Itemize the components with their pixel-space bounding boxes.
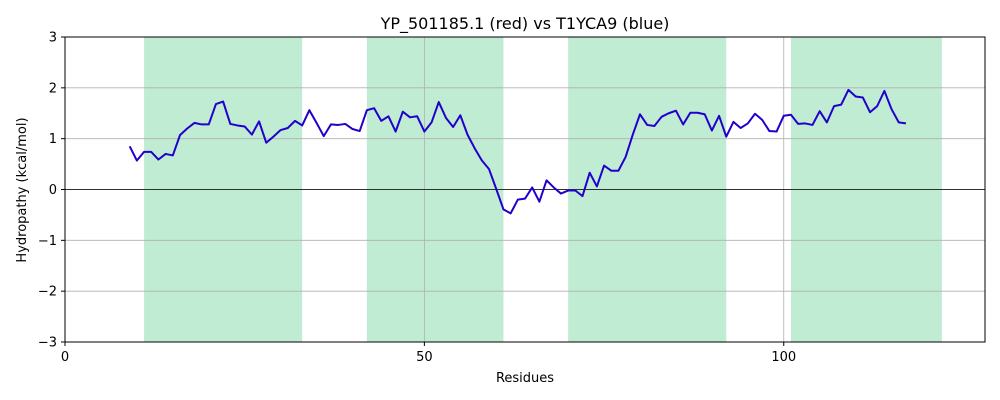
y-tick-label: 1 xyxy=(49,132,57,147)
x-axis-label: Residues xyxy=(496,371,554,386)
y-tick-label: −3 xyxy=(38,336,57,351)
y-axis-label: Hydropathy (kcal/mol) xyxy=(15,117,30,262)
y-tick-label: 3 xyxy=(49,31,57,46)
x-tick-label: 0 xyxy=(61,350,69,365)
y-tick-label: −2 xyxy=(38,285,57,300)
series-line xyxy=(128,88,907,215)
y-tick-label: 0 xyxy=(49,183,57,198)
y-tick-label: 2 xyxy=(49,81,57,96)
plot-area: −3 −2 −1 0 1 2 3 0 50 100 xyxy=(38,31,986,365)
x-tick-label: 100 xyxy=(771,350,796,365)
y-tick-label: −1 xyxy=(38,234,57,249)
x-tick-label: 50 xyxy=(416,350,433,365)
chart-title: YP_501185.1 (red) vs T1YCA9 (blue) xyxy=(380,14,670,34)
